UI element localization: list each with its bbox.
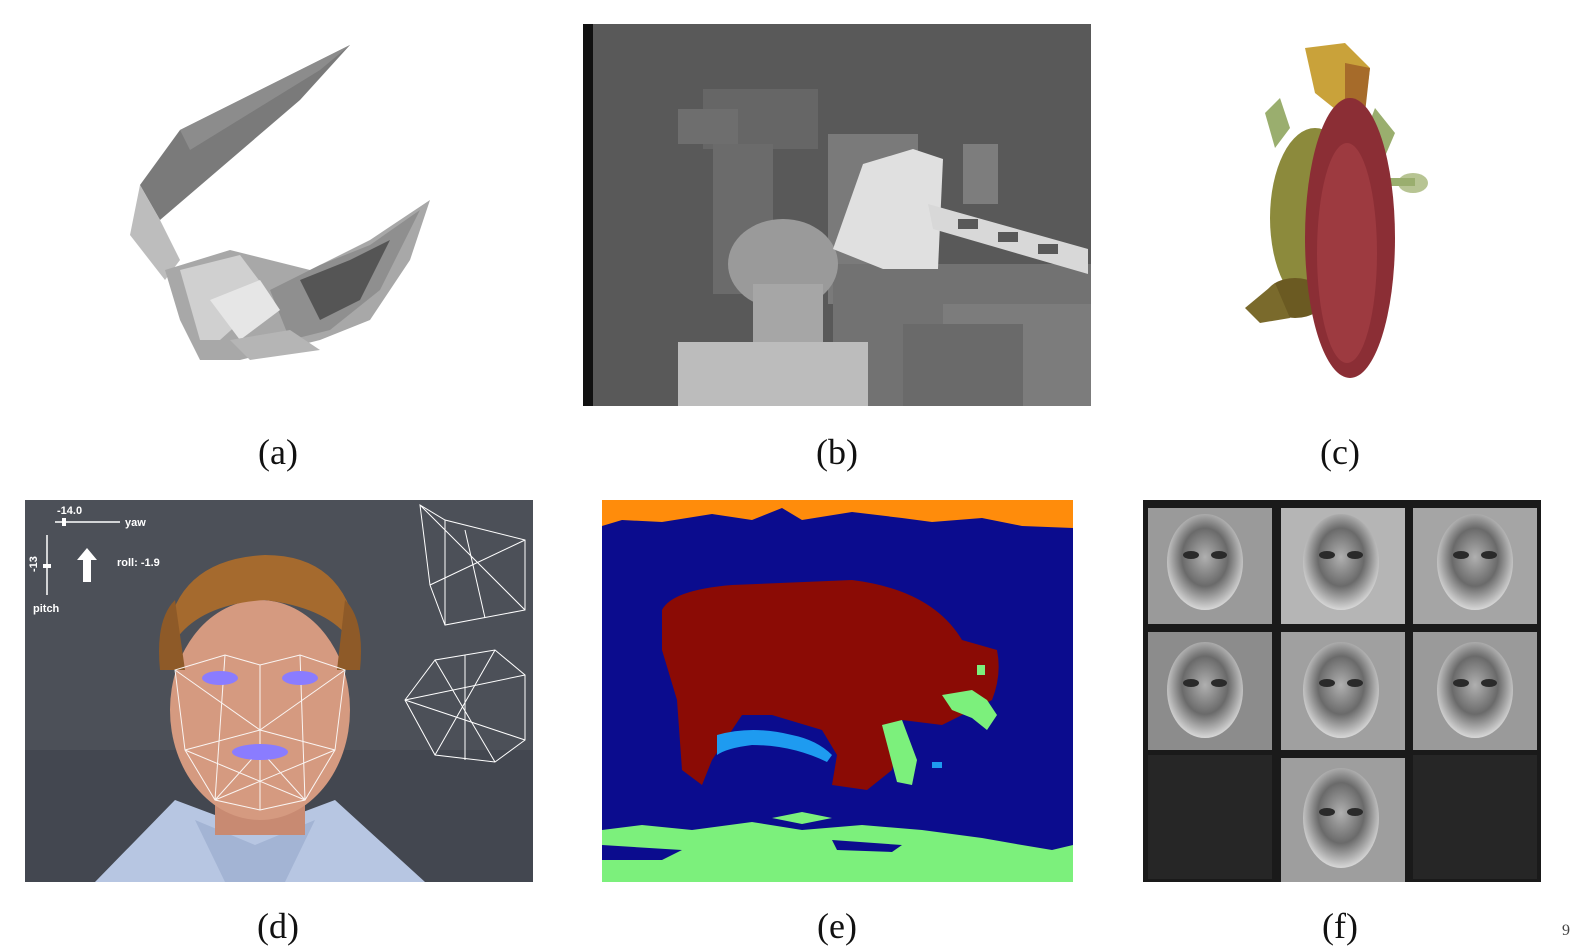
panel-c-3d-model bbox=[1235, 38, 1440, 393]
folded-mesh-image bbox=[130, 45, 430, 360]
caption-b: (b) bbox=[816, 432, 858, 472]
caption-c: (c) bbox=[1320, 432, 1360, 472]
wireframe-heads bbox=[404, 504, 526, 763]
panel-f-face-grid bbox=[1143, 500, 1541, 882]
roll-text: roll: -1.9 bbox=[117, 557, 160, 569]
yaw-value: -14.0 bbox=[57, 505, 82, 517]
caption-a: (a) bbox=[258, 432, 298, 472]
caption-d: (d) bbox=[257, 906, 299, 946]
caption-f: (f) bbox=[1322, 906, 1358, 946]
depth-map-image bbox=[583, 24, 1091, 406]
panel-e-segmentation bbox=[602, 500, 1073, 882]
corner-mark: 9 bbox=[1562, 922, 1570, 939]
panel-a-folded-mesh bbox=[120, 40, 440, 370]
pitch-label: pitch bbox=[33, 603, 60, 615]
caption-e: (e) bbox=[817, 906, 857, 946]
face-grid-image bbox=[1143, 500, 1541, 882]
roll-arrow-icon bbox=[77, 548, 97, 582]
segmentation-image bbox=[602, 500, 1073, 882]
face-tracking-image: -14.0 yaw -13 pitch roll: -1.9 bbox=[25, 500, 533, 882]
panel-b-depth-map bbox=[583, 24, 1091, 406]
yaw-label: yaw bbox=[125, 517, 146, 529]
pose-hud: -14.0 yaw -13 pitch roll: -1.9 bbox=[28, 505, 160, 615]
dinosaur-model-image bbox=[1245, 43, 1428, 378]
panel-d-face-tracking: -14.0 yaw -13 pitch roll: -1.9 bbox=[25, 500, 533, 882]
pitch-value: -13 bbox=[28, 556, 40, 572]
